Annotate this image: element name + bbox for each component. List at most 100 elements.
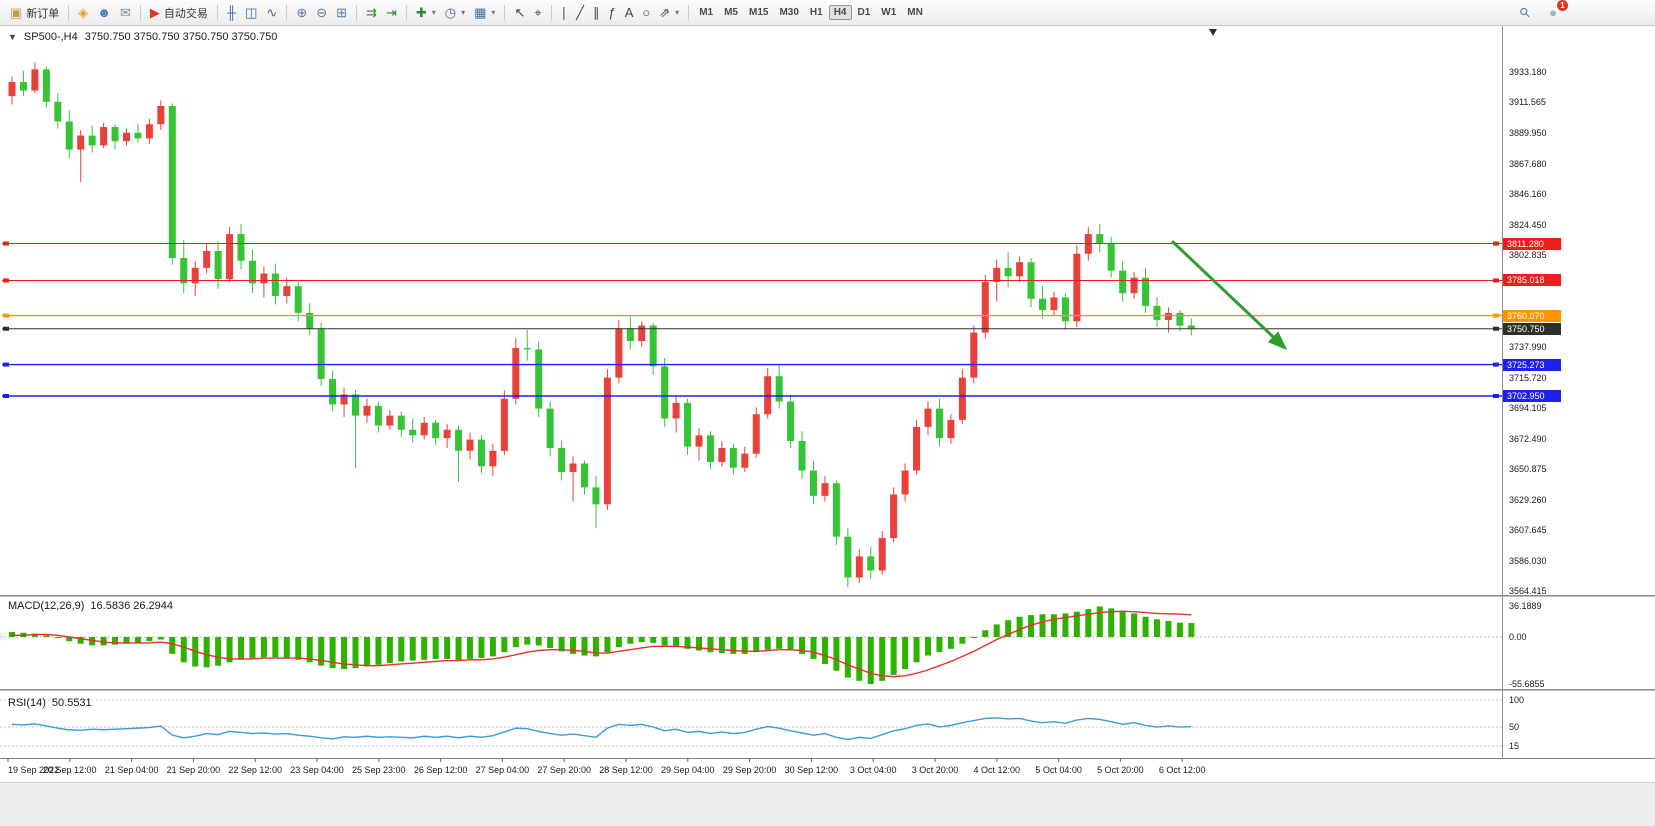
tf-h4[interactable]: H4 (828, 5, 852, 20)
auto-scroll-icon[interactable]: ⇉ (362, 4, 381, 21)
price-axis-label: 3586.030 (1509, 555, 1547, 566)
line-anchor[interactable] (1493, 326, 1499, 331)
toolbar-separator (139, 4, 141, 21)
templates-button[interactable]: ▦ ▾ (470, 4, 499, 21)
search-button[interactable]: ⚲ (1516, 4, 1534, 21)
price-tag: 3750.750 (1503, 322, 1561, 335)
time-axis[interactable]: 19 Sep 2022 20 Sep 12:00 21 Sep 04:00 21 Se… (0, 758, 1655, 782)
line-anchor[interactable] (1493, 241, 1499, 246)
macd-histogram-bar (1142, 616, 1149, 638)
macd-histogram-bar (993, 624, 1000, 638)
cursor-icon[interactable]: ↖ (510, 4, 529, 21)
channel-icon[interactable]: ∥ (589, 4, 604, 21)
panel-resize-handle[interactable] (0, 689, 1655, 691)
arrows-icon[interactable]: ⇗ ▾ (655, 4, 683, 21)
notifications-button[interactable]: ● 1 (1545, 0, 1568, 21)
macd-histogram-bar (776, 637, 783, 649)
line-anchor[interactable] (3, 313, 9, 318)
price-axis[interactable]: 3811.280 3785.018 3760.070 3750.750 3725.273… (1503, 26, 1655, 759)
candlestick (638, 321, 646, 347)
macd-histogram-bar (329, 637, 336, 669)
periods-button[interactable]: ◷ ▾ (441, 4, 469, 21)
toolbar-separator (68, 4, 70, 21)
fibonacci-icon[interactable]: ƒ (605, 4, 620, 21)
rsi-line (11, 717, 1192, 741)
candlestick (489, 443, 497, 477)
macd-histogram-bar (123, 637, 130, 644)
auto-trading-button[interactable]: ▶ 自动交易 (146, 3, 212, 23)
bar-chart-icon[interactable]: ╫ (223, 4, 240, 21)
community-icon[interactable]: ☻ (93, 4, 115, 21)
candlestick (672, 395, 680, 433)
line-anchor[interactable] (3, 394, 9, 399)
tf-m5[interactable]: M5 (719, 5, 743, 20)
templates-icon: ▦ (474, 5, 487, 20)
macd-indicator-name: MACD(12,26,9) (8, 600, 85, 612)
candlestick (65, 110, 73, 159)
line-anchor[interactable] (3, 278, 9, 283)
tf-w1[interactable]: W1 (876, 5, 901, 20)
time-axis-label: 29 Sep 04:00 (661, 765, 715, 775)
new-order-button[interactable]: ▣ 新订单 (6, 3, 63, 23)
line-chart-icon[interactable]: ∿ (262, 4, 281, 21)
candlestick (592, 476, 600, 529)
macd-histogram-bar (398, 637, 405, 662)
candlestick (810, 460, 817, 505)
main-toolbar: ▣ 新订单 ◈ ☻ ✉ ▶ 自动交易 ╫ ◫ ∿ ⊕ ⊖ ⊞ ⇉ ⇥ ✚ ▾ ◷ ▾ ▦ ▾ ↖ ⌖ ∣ ╱ ∥ ƒ A ○ ⇗ ▾ M1 M5… (0, 0, 1655, 26)
line-anchor[interactable] (1493, 278, 1499, 283)
line-anchor[interactable] (3, 241, 9, 246)
zoom-out-icon[interactable]: ⊖ (312, 4, 331, 21)
line-anchor[interactable] (3, 362, 9, 367)
candlestick-chart-icon[interactable]: ◫ (241, 4, 261, 21)
macd-histogram-bar (661, 637, 668, 646)
text-icon[interactable]: A (621, 4, 638, 21)
tf-m15[interactable]: M15 (744, 5, 773, 20)
search-icon: ⚲ (1515, 3, 1534, 22)
tf-d1[interactable]: D1 (853, 5, 876, 20)
macd-axis-label: 0.00 (1509, 632, 1527, 642)
trendline-icon[interactable]: ╱ (572, 4, 588, 21)
tf-mn[interactable]: MN (902, 5, 928, 20)
line-anchor[interactable] (1493, 394, 1499, 399)
tile-windows-icon[interactable]: ⊞ (332, 4, 351, 21)
price-axis-label: 3650.875 (1509, 464, 1547, 475)
macd-indicator-values: 16.5836 26.2944 (90, 600, 174, 612)
chart-shift-icon[interactable]: ⇥ (382, 4, 401, 21)
candlestick (1119, 260, 1127, 302)
trend-arrow[interactable] (1170, 240, 1288, 351)
price-axis-label: 3889.950 (1509, 127, 1547, 138)
candlestick (764, 367, 772, 419)
chat-icon[interactable]: ✉ (116, 4, 135, 21)
panel-resize-handle[interactable] (0, 595, 1655, 597)
macd-histogram-bar (696, 637, 702, 651)
line-anchor[interactable] (3, 326, 9, 331)
vertical-line-icon[interactable]: ∣ (557, 4, 572, 21)
macd-histogram-bar (1050, 614, 1057, 638)
macd-histogram-bar (902, 637, 909, 670)
tf-m1[interactable]: M1 (694, 5, 718, 20)
price-tag: 3760.070 (1503, 309, 1561, 322)
tf-m30-label: M30 (779, 7, 799, 18)
price-axis-label: 3715.720 (1509, 373, 1547, 384)
market-icon[interactable]: ◈ (74, 4, 92, 21)
shapes-icon[interactable]: ○ (638, 4, 654, 21)
macd-histogram-bar (1131, 613, 1138, 638)
line-anchor[interactable] (1493, 313, 1499, 318)
macd-histogram-bar (982, 630, 989, 638)
zoom-in-icon[interactable]: ⊕ (292, 4, 311, 21)
new-chart-button[interactable]: ✚ ▾ (412, 4, 440, 21)
line-anchor[interactable] (1493, 362, 1499, 367)
time-axis-label: 21 Sep 04:00 (104, 765, 159, 775)
one-click-trading-toggle[interactable]: ▼ (8, 32, 17, 42)
arrows-icon-icon: ⇗ (659, 5, 671, 20)
macd-histogram-bar (524, 637, 531, 645)
macd-histogram-bar (1073, 611, 1080, 638)
tf-h1[interactable]: H1 (805, 5, 828, 20)
rsi-indicator-value: 50.5531 (51, 697, 92, 709)
candlestick (775, 364, 783, 409)
macd-histogram-bar (730, 637, 737, 654)
crosshair-icon[interactable]: ⌖ (530, 4, 545, 21)
candlestick (981, 274, 989, 339)
tf-m30[interactable]: M30 (774, 5, 803, 20)
